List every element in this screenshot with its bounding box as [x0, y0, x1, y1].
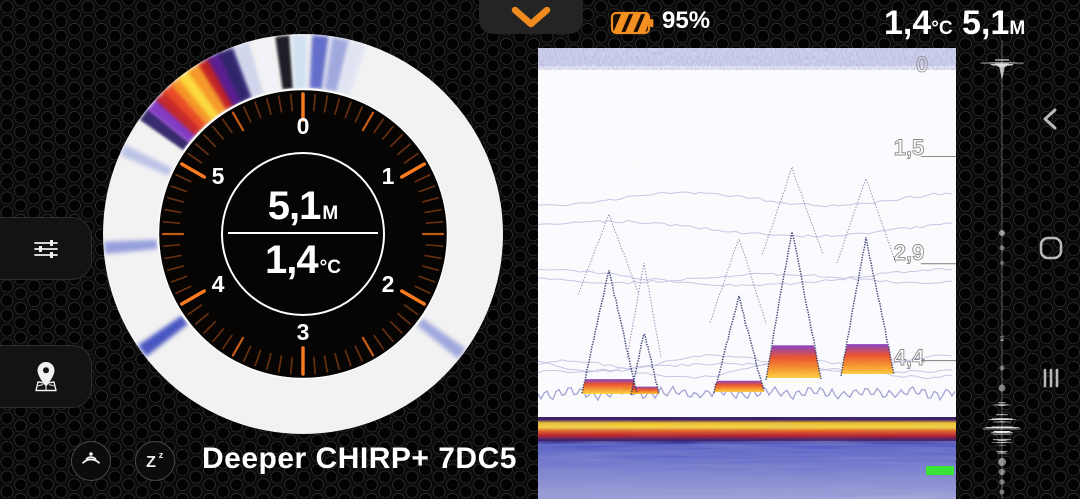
svg-text:4,4: 4,4: [894, 345, 925, 370]
svg-text:0: 0: [916, 52, 928, 77]
svg-text:1,5: 1,5: [894, 135, 925, 160]
svg-text:2,9: 2,9: [894, 240, 925, 265]
